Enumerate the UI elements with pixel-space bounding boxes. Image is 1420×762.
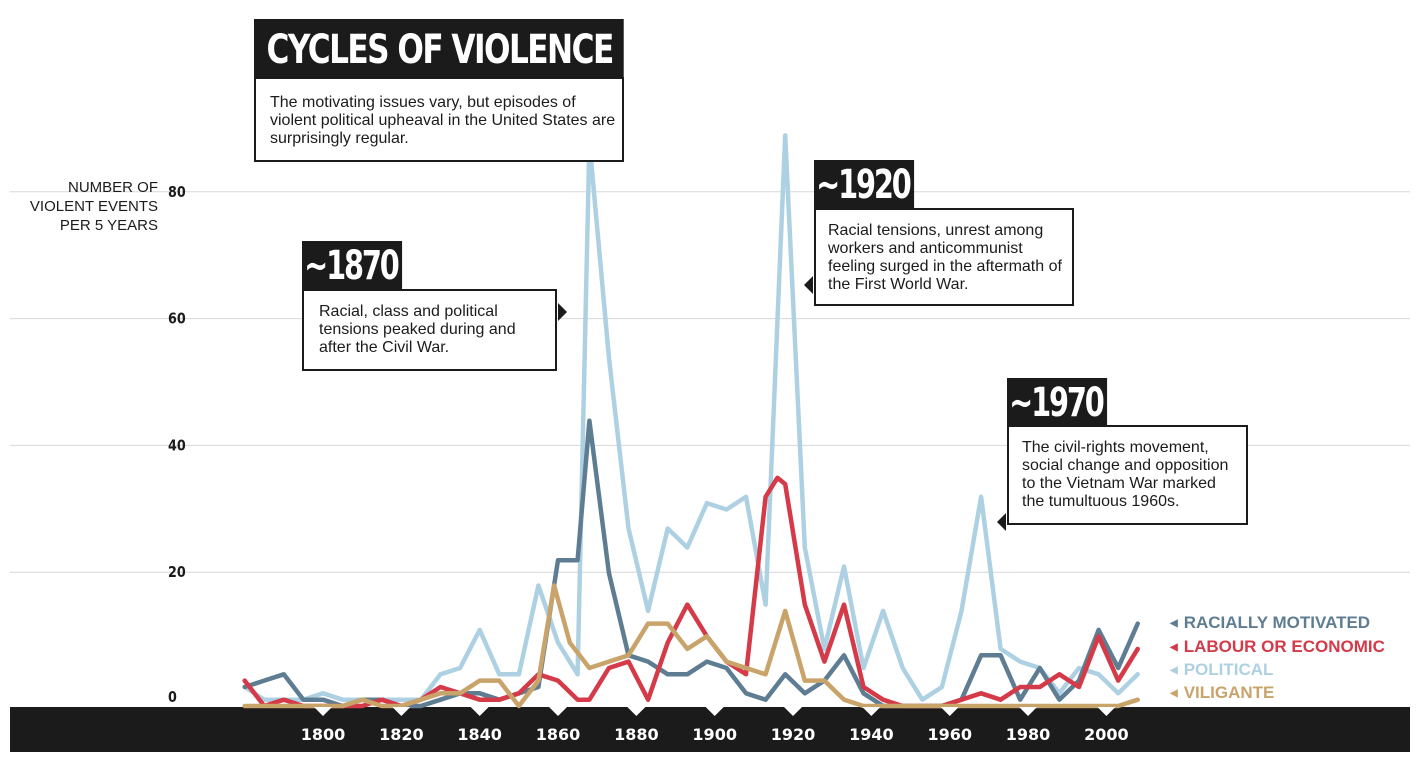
y-tick-label: 60 xyxy=(168,311,186,328)
x-tick-mark xyxy=(862,707,881,716)
legend-arrow-icon: ◀ xyxy=(1170,688,1178,699)
x-tick-mark xyxy=(549,707,568,716)
legend-label: POLITICAL xyxy=(1183,660,1274,679)
legend-arrow-icon: ◀ xyxy=(1170,665,1178,676)
legend-political: ◀ POLITICAL xyxy=(1170,660,1273,680)
y-tick-label: 20 xyxy=(168,564,186,581)
annotation-1920-text: Racial tensions, unrest among workers an… xyxy=(814,208,1074,306)
series-line-racial xyxy=(242,418,1140,709)
annotation-1970-pointer xyxy=(997,513,1006,531)
series-line-political xyxy=(242,133,1140,702)
x-tick-mark xyxy=(627,707,646,716)
x-tick-mark xyxy=(1097,707,1116,716)
annotation-1870-tag: ~1870 xyxy=(302,241,402,291)
legend-label: LABOUR OR ECONOMIC xyxy=(1183,637,1385,656)
x-tick-label: 1840 xyxy=(457,725,502,744)
annotation-1970-text: The civil-rights movement, social change… xyxy=(1007,425,1248,525)
x-tick-label: 1960 xyxy=(927,725,972,744)
x-tick-mark xyxy=(470,707,489,716)
x-tick-mark xyxy=(314,707,332,716)
x-tick-label: 1940 xyxy=(849,725,894,744)
legend-racially-motivated: ◀ RACIALLY MOTIVATED xyxy=(1170,613,1370,633)
x-tick-label: 1820 xyxy=(379,725,424,744)
x-tick-label: 1880 xyxy=(614,725,659,744)
x-tick-mark xyxy=(392,707,411,716)
x-tick-label: 1980 xyxy=(1006,725,1051,744)
legend-vigilante: ◀ VILIGANTE xyxy=(1170,683,1274,703)
y-axis-label: NUMBER OF VIOLENT EVENTS PER 5 YEARS xyxy=(29,179,158,234)
x-tick-label: 1860 xyxy=(536,725,581,744)
x-tick-mark xyxy=(784,707,803,716)
annotation-1920-pointer xyxy=(804,276,813,294)
x-tick-mark xyxy=(940,707,959,716)
y-tick-label: 80 xyxy=(168,184,186,201)
x-tick-label: 1800 xyxy=(301,725,346,744)
annotation-1870-text: Racial, class and political tensions pea… xyxy=(302,289,557,371)
x-tick-label: 1920 xyxy=(771,725,816,744)
annotation-1920-tag: ~1920 xyxy=(814,160,914,210)
x-tick-mark xyxy=(1019,707,1038,716)
y-tick-label: 40 xyxy=(168,437,186,454)
x-tick-mark xyxy=(705,707,724,716)
annotation-1970-tag: ~1970 xyxy=(1007,378,1107,428)
annotation-1870-pointer xyxy=(558,303,567,321)
x-tick-label: 2000 xyxy=(1084,725,1129,744)
legend-arrow-icon: ◀ xyxy=(1170,618,1178,629)
legend-arrow-icon: ◀ xyxy=(1170,642,1178,653)
x-tick-label: 1900 xyxy=(692,725,737,744)
y-tick-label: 0 xyxy=(168,689,177,706)
intro-text: The motivating issues vary, but episodes… xyxy=(254,77,624,162)
x-axis-band xyxy=(10,707,1410,752)
series-line-vigilante xyxy=(242,583,1140,709)
legend-label: RACIALLY MOTIVATED xyxy=(1183,613,1371,632)
chart-title: CYCLES OF VIOLENCE xyxy=(254,19,624,79)
legend-labour-economic: ◀ LABOUR OR ECONOMIC xyxy=(1170,637,1385,657)
legend-label: VILIGANTE xyxy=(1183,683,1275,702)
